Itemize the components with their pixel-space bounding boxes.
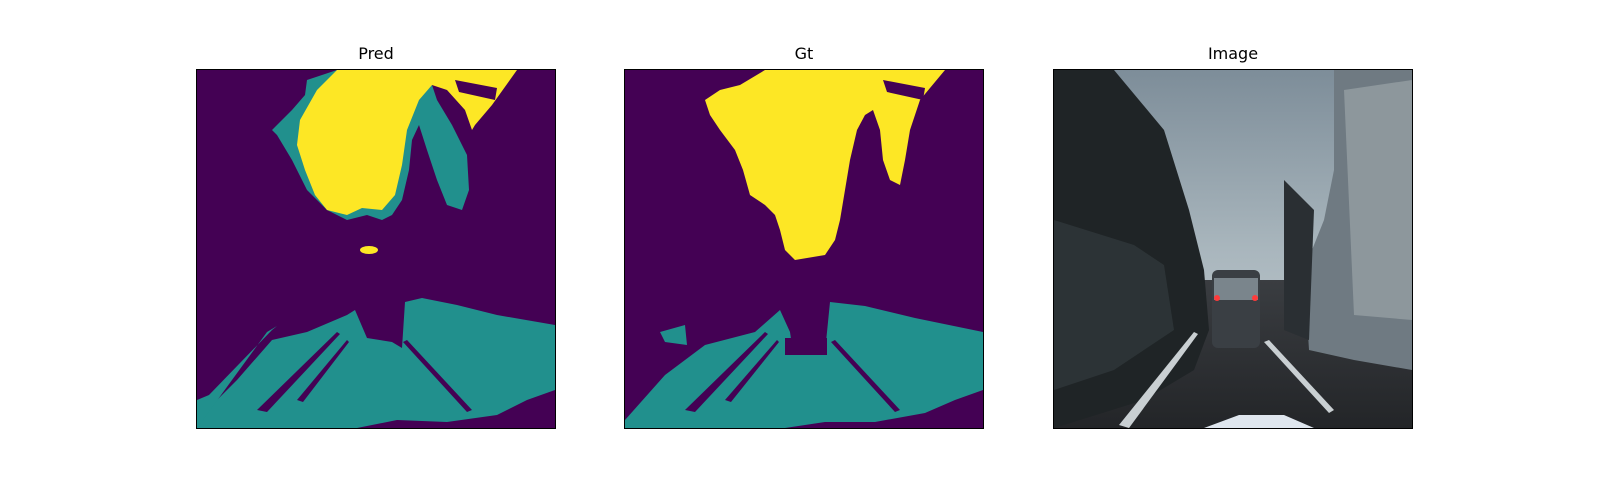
photo-left-facade bbox=[1054, 220, 1174, 390]
gt-road-region bbox=[625, 302, 983, 428]
pred-lane-line-left bbox=[257, 332, 340, 412]
photo-lane-line-right bbox=[1264, 340, 1334, 413]
gt-panel bbox=[624, 69, 984, 429]
pred-sky-blob bbox=[360, 246, 378, 254]
photo-dashboard bbox=[1204, 415, 1314, 428]
gt-lane-line-left2 bbox=[725, 340, 779, 402]
photo-lane-line-left bbox=[1119, 332, 1198, 428]
pred-lane-line-right bbox=[403, 340, 472, 412]
street-photo bbox=[1054, 70, 1412, 428]
photo-car-taillight-left bbox=[1214, 295, 1220, 301]
gt-lane-line-right bbox=[831, 340, 900, 412]
gt-lane-line-left bbox=[685, 332, 768, 412]
pred-sky-region bbox=[297, 70, 517, 215]
image-title: Image bbox=[1207, 44, 1259, 63]
pred-segmentation-mask bbox=[197, 70, 555, 428]
gt-sidewalk-left bbox=[660, 325, 687, 345]
pred-lane-line-left2 bbox=[297, 340, 349, 402]
gt-sky-region bbox=[705, 70, 945, 260]
pred-road-region bbox=[197, 298, 555, 428]
gt-title: Gt bbox=[794, 44, 814, 63]
pred-title: Pred bbox=[358, 44, 394, 63]
photo-car-taillight-right bbox=[1252, 295, 1258, 301]
image-panel bbox=[1053, 69, 1413, 429]
pred-panel bbox=[196, 69, 556, 429]
photo-right-facade bbox=[1344, 80, 1412, 320]
gt-vehicle bbox=[785, 338, 827, 355]
gt-streetlight bbox=[883, 80, 925, 100]
pred-streetlight bbox=[455, 80, 497, 100]
photo-right-tree bbox=[1284, 180, 1314, 340]
photo-car-window bbox=[1214, 278, 1258, 300]
gt-segmentation-mask bbox=[625, 70, 983, 428]
